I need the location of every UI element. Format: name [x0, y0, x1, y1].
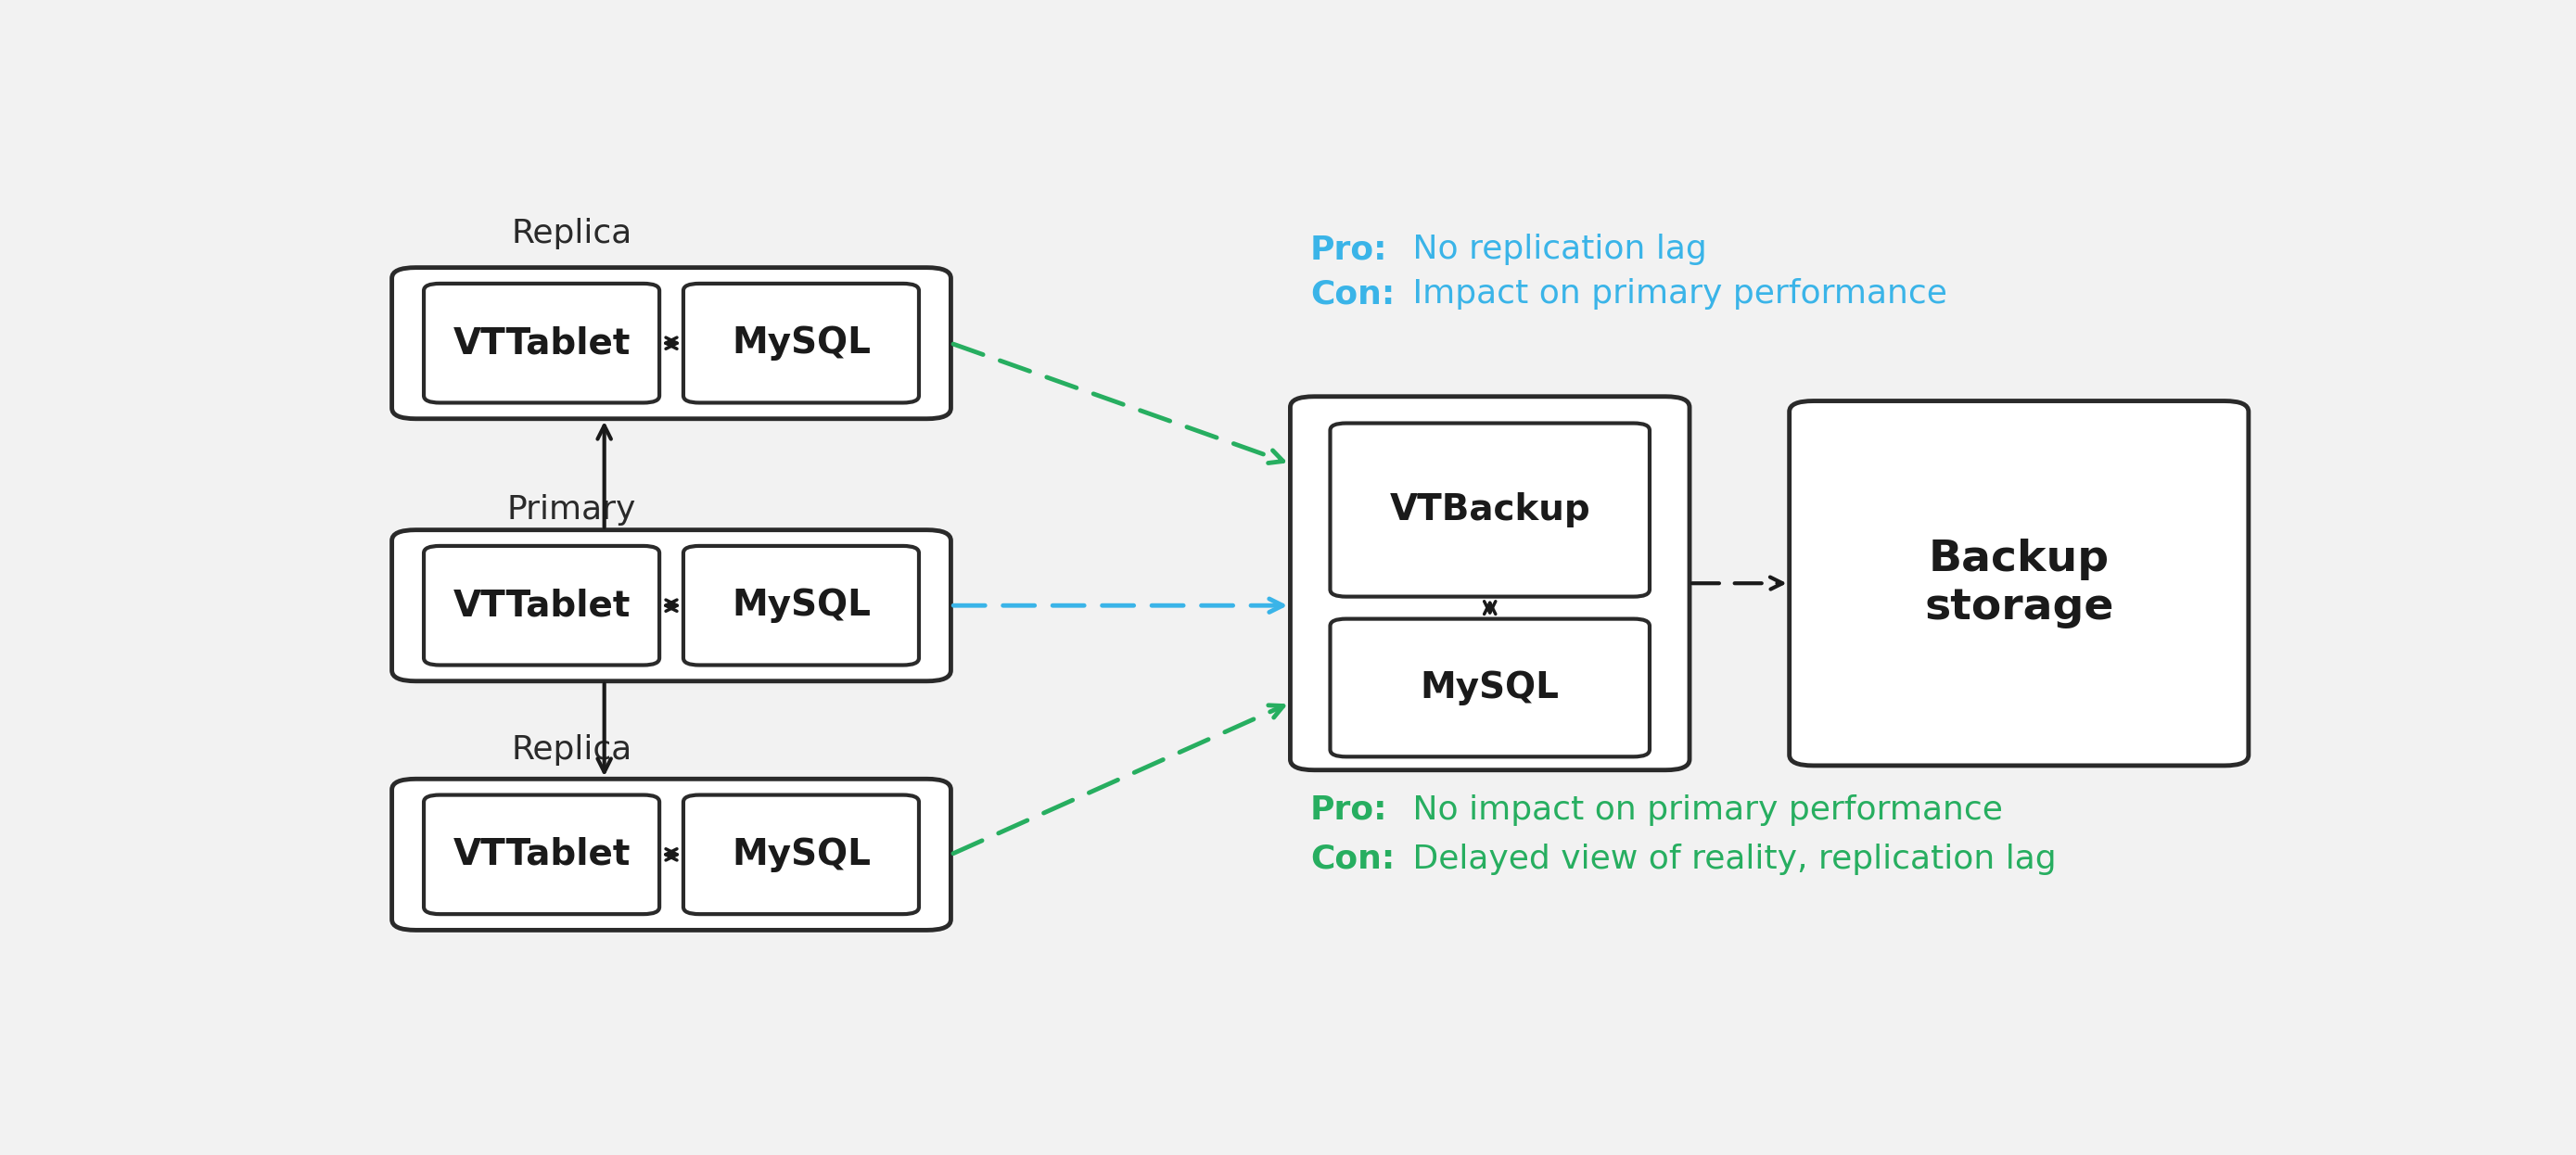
Text: No impact on primary performance: No impact on primary performance [1401, 795, 2002, 826]
FancyBboxPatch shape [425, 795, 659, 914]
Text: VTTablet: VTTablet [453, 588, 631, 623]
FancyBboxPatch shape [425, 546, 659, 665]
Text: Pro:: Pro: [1311, 795, 1388, 826]
Text: MySQL: MySQL [732, 837, 871, 872]
FancyBboxPatch shape [683, 284, 920, 403]
Text: VTBackup: VTBackup [1388, 492, 1589, 528]
Text: Con:: Con: [1311, 278, 1394, 310]
Text: VTTablet: VTTablet [453, 837, 631, 872]
FancyBboxPatch shape [1329, 619, 1649, 757]
FancyBboxPatch shape [1329, 423, 1649, 597]
Text: Primary: Primary [507, 494, 636, 526]
FancyBboxPatch shape [392, 530, 951, 681]
Text: Backup
storage: Backup storage [1924, 538, 2115, 628]
FancyBboxPatch shape [392, 268, 951, 419]
Text: Replica: Replica [510, 218, 631, 249]
Text: MySQL: MySQL [732, 588, 871, 623]
Text: Pro:: Pro: [1311, 234, 1388, 266]
FancyBboxPatch shape [425, 284, 659, 403]
FancyBboxPatch shape [392, 778, 951, 930]
Text: No replication lag: No replication lag [1401, 234, 1708, 266]
FancyBboxPatch shape [683, 546, 920, 665]
Text: Delayed view of reality, replication lag: Delayed view of reality, replication lag [1401, 843, 2056, 874]
Text: Replica: Replica [510, 735, 631, 766]
Text: VTTablet: VTTablet [453, 326, 631, 360]
Text: MySQL: MySQL [732, 326, 871, 360]
FancyBboxPatch shape [1790, 401, 2249, 766]
Text: MySQL: MySQL [1419, 670, 1558, 706]
Text: Con:: Con: [1311, 843, 1394, 874]
Text: Impact on primary performance: Impact on primary performance [1401, 278, 1947, 310]
FancyBboxPatch shape [683, 795, 920, 914]
FancyBboxPatch shape [1291, 396, 1690, 770]
